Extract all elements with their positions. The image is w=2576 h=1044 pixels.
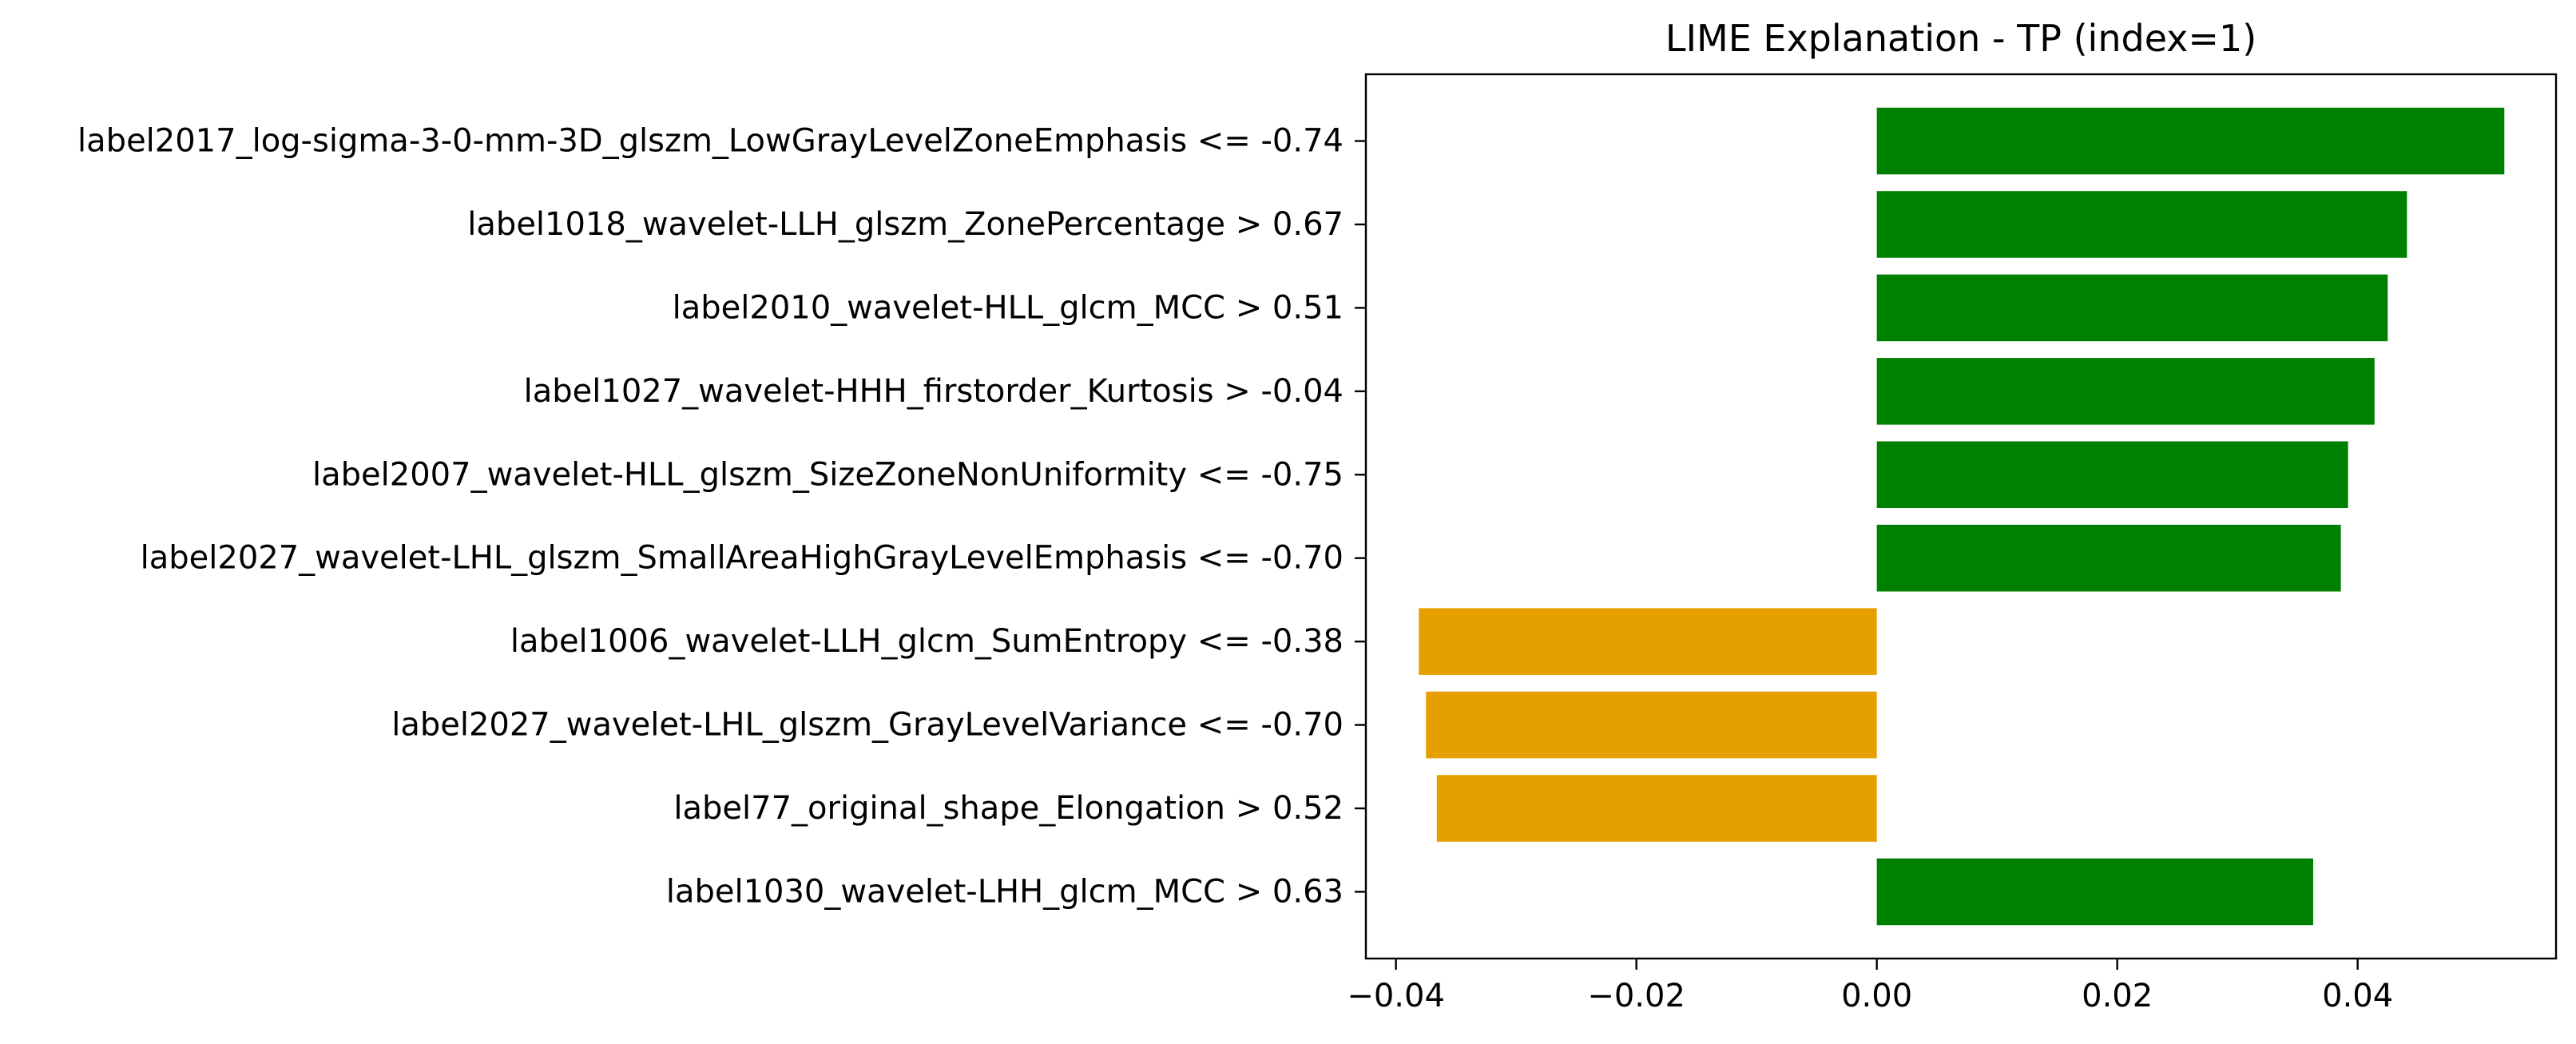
x-axis-ticks: −0.04 −0.02 0.00 0.02 0.04: [1347, 959, 2393, 1014]
y-tick-label: label1027_wavelet-HHH_firstorder_Kurtosi…: [524, 373, 1344, 410]
x-tick-label: 0.02: [2082, 978, 2153, 1014]
bar-0: [1876, 107, 2505, 175]
x-tick-label: −0.04: [1347, 978, 1445, 1014]
bar-3: [1876, 358, 2375, 425]
y-tick-label: label1030_wavelet-LHH_glcm_MCC > 0.63: [666, 873, 1344, 910]
y-tick-label: label2007_wavelet-HLL_glszm_SizeZoneNonU…: [312, 456, 1344, 493]
y-tick-label: label1006_wavelet-LLH_glcm_SumEntropy <=…: [510, 623, 1344, 660]
plot-area-frame: [1364, 73, 2558, 960]
bar-2: [1876, 274, 2388, 342]
bar-5: [1876, 524, 2341, 592]
x-tick-label: 0.00: [1841, 978, 1912, 1014]
y-tick-label: label77_original_shape_Elongation > 0.52: [673, 790, 1344, 827]
x-tick-label: 0.04: [2322, 978, 2393, 1014]
x-tick-label: −0.02: [1587, 978, 1685, 1014]
y-tick-label: label2027_wavelet-LHL_glszm_GrayLevelVar…: [391, 707, 1344, 744]
chart-title: LIME Explanation - TP (index=1): [1665, 17, 2256, 60]
bar-9: [1876, 858, 2313, 926]
y-tick-label: label2027_wavelet-LHL_glszm_SmallAreaHig…: [141, 540, 1344, 577]
bars-layer: [1419, 107, 2505, 926]
y-tick-label: label1018_wavelet-LLH_glszm_ZonePercenta…: [467, 206, 1344, 243]
bar-1: [1876, 191, 2407, 258]
y-tick-label: label2017_log-sigma-3-0-mm-3D_glszm_LowG…: [77, 123, 1344, 160]
bar-4: [1876, 441, 2348, 509]
y-tick-labels: label2017_log-sigma-3-0-mm-3D_glszm_LowG…: [77, 123, 1366, 910]
y-tick-label: label2010_wavelet-HLL_glcm_MCC > 0.51: [673, 289, 1344, 326]
bar-7: [1426, 691, 1877, 759]
bar-8: [1436, 775, 1877, 842]
bar-6: [1419, 608, 1877, 675]
